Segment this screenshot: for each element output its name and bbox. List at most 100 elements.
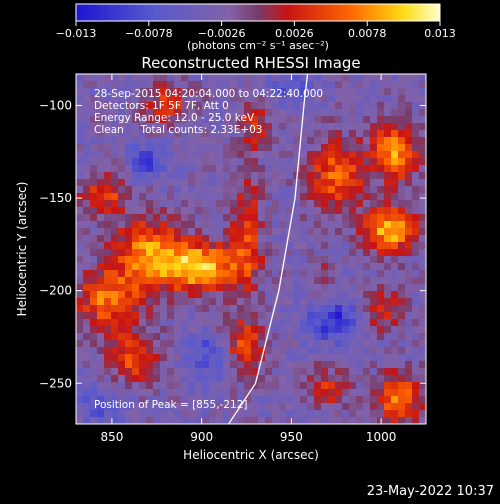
heatmap-cell — [230, 179, 238, 187]
heatmap-cell — [342, 319, 350, 327]
heatmap-cell — [160, 333, 168, 341]
heatmap-cell — [167, 158, 175, 166]
heatmap-cell — [195, 123, 203, 131]
heatmap-cell — [83, 396, 91, 404]
heatmap-cell — [167, 242, 175, 250]
heatmap-cell — [342, 179, 350, 187]
heatmap-cell — [202, 305, 210, 313]
heatmap-cell — [272, 417, 280, 424]
heatmap-cell — [251, 396, 259, 404]
heatmap-cell — [328, 214, 336, 222]
heatmap-cell — [335, 123, 343, 131]
heatmap-cell — [314, 277, 322, 285]
heatmap-cell — [293, 319, 301, 327]
heatmap-cell — [370, 396, 378, 404]
heatmap-cell — [146, 298, 154, 306]
heatmap-cell — [335, 102, 343, 110]
heatmap-cell — [328, 256, 336, 264]
heatmap-cell — [181, 277, 189, 285]
heatmap-cell — [328, 368, 336, 376]
heatmap-cell — [258, 200, 266, 208]
heatmap-cell — [398, 207, 406, 215]
heatmap-cell — [76, 375, 84, 383]
heatmap-cell — [307, 172, 315, 180]
heatmap-cell — [160, 284, 168, 292]
heatmap-cell — [139, 389, 147, 397]
heatmap-cell — [272, 186, 280, 194]
heatmap-cell — [223, 319, 231, 327]
heatmap-cell — [209, 109, 217, 117]
heatmap-cell — [419, 277, 426, 285]
heatmap-cell — [286, 382, 294, 390]
heatmap-cell — [237, 95, 245, 103]
heatmap-cell — [377, 116, 385, 124]
heatmap-cell — [125, 354, 133, 362]
heatmap-cell — [377, 221, 385, 229]
heatmap-cell — [209, 186, 217, 194]
heatmap-cell — [272, 312, 280, 320]
heatmap-cell — [230, 417, 238, 424]
heatmap-cell — [209, 389, 217, 397]
heatmap-cell — [321, 417, 329, 424]
heatmap-cell — [153, 193, 161, 201]
heatmap-cell — [328, 326, 336, 334]
heatmap-cell — [286, 137, 294, 145]
heatmap-cell — [132, 200, 140, 208]
heatmap-cell — [286, 354, 294, 362]
heatmap-cell — [328, 116, 336, 124]
heatmap-cell — [370, 312, 378, 320]
heatmap-cell — [286, 186, 294, 194]
heatmap-cell — [384, 270, 392, 278]
heatmap-cell — [132, 186, 140, 194]
heatmap-cell — [76, 200, 84, 208]
heatmap-cell — [258, 382, 266, 390]
heatmap-cell — [90, 74, 98, 82]
heatmap-cell — [300, 81, 308, 89]
heatmap-cell — [111, 214, 119, 222]
heatmap-cell — [111, 193, 119, 201]
heatmap-cell — [398, 130, 406, 138]
heatmap-cell — [272, 109, 280, 117]
heatmap-cell — [293, 291, 301, 299]
colorbar-gradient — [75, 3, 441, 22]
heatmap-cell — [237, 263, 245, 271]
heatmap-cell — [188, 228, 196, 236]
heatmap-cell — [272, 256, 280, 264]
heatmap-cell — [216, 270, 224, 278]
heatmap-cell — [384, 375, 392, 383]
heatmap-cell — [314, 95, 322, 103]
heatmap-cell — [97, 200, 105, 208]
heatmap-cell — [370, 410, 378, 418]
heatmap-cell — [223, 368, 231, 376]
heatmap-cell — [132, 130, 140, 138]
heatmap-cell — [405, 396, 413, 404]
heatmap-cell — [146, 326, 154, 334]
heatmap-cell — [405, 361, 413, 369]
heatmap-cell — [230, 326, 238, 334]
heatmap-cell — [104, 263, 112, 271]
heatmap-cell — [90, 347, 98, 355]
heatmap-cell — [90, 102, 98, 110]
heatmap-cell — [251, 368, 259, 376]
heatmap-cell — [286, 305, 294, 313]
heatmap-cell — [370, 123, 378, 131]
heatmap-cell — [146, 312, 154, 320]
heatmap-cell — [286, 74, 294, 82]
heatmap-cell — [146, 291, 154, 299]
heatmap-cell — [216, 137, 224, 145]
heatmap-cell — [181, 74, 189, 82]
heatmap-cell — [76, 95, 84, 103]
heatmap-cell — [293, 326, 301, 334]
heatmap-cell — [391, 81, 399, 89]
heatmap-cell — [391, 270, 399, 278]
heatmap-cell — [370, 88, 378, 96]
heatmap-cell — [146, 347, 154, 355]
heatmap-cell — [307, 144, 315, 152]
heatmap-cell — [104, 347, 112, 355]
heatmap-cell — [139, 123, 147, 131]
heatmap-cell — [118, 158, 126, 166]
heatmap-cell — [139, 291, 147, 299]
heatmap-cell — [188, 144, 196, 152]
heatmap-cell — [370, 361, 378, 369]
heatmap-cell — [230, 158, 238, 166]
